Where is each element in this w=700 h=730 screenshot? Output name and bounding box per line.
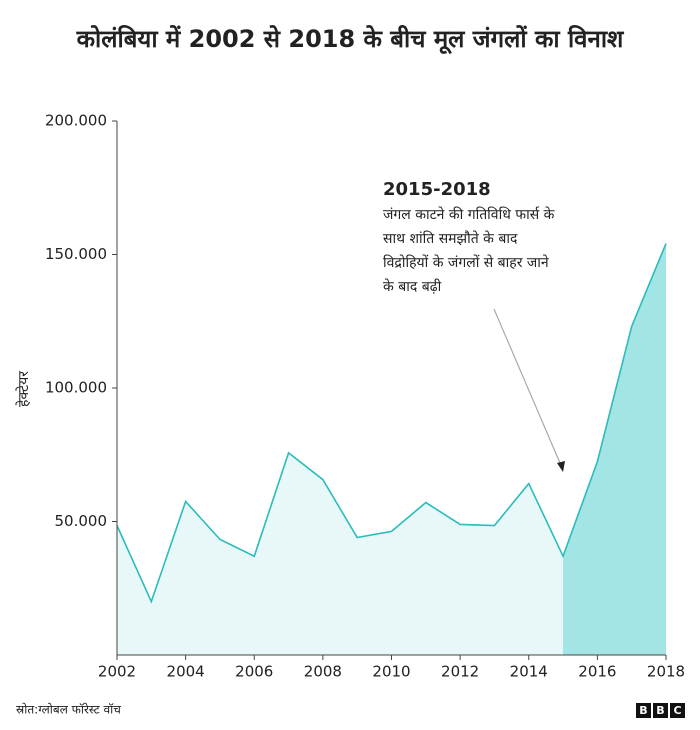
arrow-line: [493, 308, 561, 464]
logo-letter: C: [673, 704, 681, 717]
logo-box: [670, 703, 685, 718]
y-tick-label: 150.000: [45, 245, 107, 263]
x-tick-label: 2012: [441, 663, 479, 681]
x-tick-label: 2006: [235, 663, 273, 681]
plot: 50.000 100.000 150.000 200.000 2002 2004 2006 2…: [45, 112, 685, 681]
x-tick-label: 2002: [98, 663, 136, 681]
y-tick-label: 50.000: [55, 512, 108, 530]
arrow-head: [557, 461, 565, 472]
highlight-area: [563, 243, 666, 656]
chart-title: कोलंबिया में 2002 से 2018 के बीच मूल जंग…: [76, 25, 625, 55]
x-tick-label: 2008: [304, 663, 342, 681]
annotation-line: साथ शांति समझौते के बाद: [383, 230, 518, 247]
logo-box: [653, 703, 668, 718]
x-tick-label: 2014: [510, 663, 548, 681]
x-tick-label: 2010: [372, 663, 410, 681]
logo-box: [636, 703, 651, 718]
y-axis-label: हेक्टेयर: [15, 371, 32, 407]
annotation-line: जंगल काटने की गतिविधि फार्स के: [383, 206, 555, 223]
source: स्रोत:ग्लोबल फॉरेस्ट वॉच: [16, 703, 121, 717]
y-tick-label: 100.000: [45, 379, 107, 397]
annotation-line: के बाद बढ़ी: [383, 278, 442, 295]
logo-letter: B: [639, 704, 647, 717]
x-tick-label: 2004: [167, 663, 205, 681]
x-tick-label: 2018: [647, 663, 685, 681]
annotation-text: जंगल काटने की गतिविधि फार्स के साथ शांति …: [383, 206, 555, 295]
annotation-title: 2015-2018: [383, 179, 491, 200]
line: [116, 243, 667, 604]
annotation-line: विद्रोहियों के जंगलों से बाहर जाने: [383, 254, 549, 271]
area: [117, 243, 666, 656]
y-tick-label: 200.000: [45, 112, 107, 130]
logo-letter: B: [656, 704, 664, 717]
x-tick-label: 2016: [578, 663, 616, 681]
